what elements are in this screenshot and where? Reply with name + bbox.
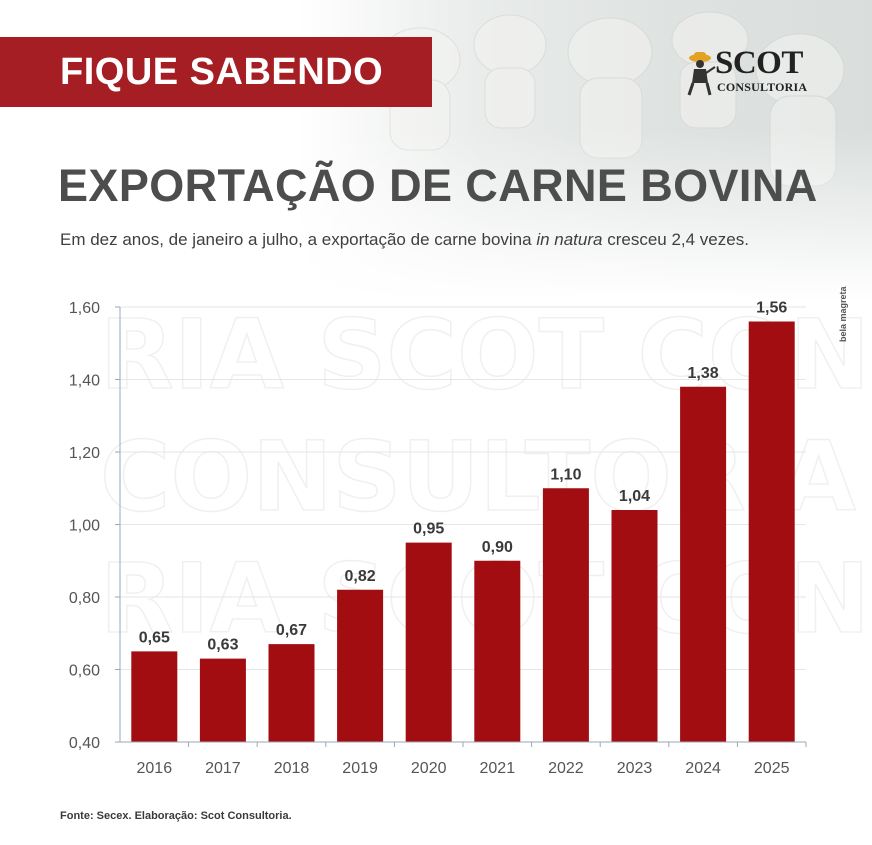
value-label-2019: 0,82 xyxy=(345,568,376,585)
banner-label: FIQUE SABENDO xyxy=(60,51,384,93)
bar-2016 xyxy=(131,651,178,742)
y-tick-label: 0,40 xyxy=(69,735,100,752)
page-subtitle: Em dez anos, de janeiro a julho, a expor… xyxy=(60,230,749,250)
source-note: Fonte: Secex. Elaboração: Scot Consultor… xyxy=(60,810,292,822)
bar-2018 xyxy=(268,644,315,742)
value-label-2023: 1,04 xyxy=(619,488,650,505)
cowboy-logo-icon xyxy=(687,52,716,96)
bar-2025 xyxy=(748,321,795,742)
y-axis: 0,40 0,60 0,80 1,00 1,20 1,40 1,60 xyxy=(69,300,121,752)
y-tick-label: 1,60 xyxy=(69,300,100,317)
bars xyxy=(131,321,795,742)
x-tick-label-2021: 2021 xyxy=(480,760,516,777)
value-label-2021: 0,90 xyxy=(482,539,513,556)
y-tick-label: 0,60 xyxy=(69,663,100,680)
bar-2017 xyxy=(199,658,246,742)
value-label-2016: 0,65 xyxy=(139,629,170,646)
value-label-2025: 1,56 xyxy=(756,300,787,317)
logo-subtitle: CONSULTORIA xyxy=(717,80,808,94)
fique-sabendo-banner: FIQUE SABENDO xyxy=(0,37,432,107)
logo-name: SCOT xyxy=(715,45,803,81)
bar-2019 xyxy=(337,589,384,742)
scot-consultoria-logo: SCOT CONSULTORIA xyxy=(686,45,816,99)
bar-2024 xyxy=(680,386,727,742)
bar-2021 xyxy=(474,560,521,742)
photo-credit: bela magreta xyxy=(838,286,848,342)
x-axis: 2016 2017 2018 2019 2020 2021 2022 2023 2024 2025 xyxy=(120,741,807,777)
watermark-text: CONSULTORIA xyxy=(100,421,856,533)
subtitle-text-end: cresceu 2,4 vezes. xyxy=(602,230,749,249)
bar-2023 xyxy=(611,510,658,742)
x-tick-label-2024: 2024 xyxy=(685,760,721,777)
value-label-2022: 1,10 xyxy=(550,466,581,483)
value-label-2020: 0,95 xyxy=(413,521,444,538)
x-tick-label-2022: 2022 xyxy=(548,760,584,777)
value-label-2018: 0,67 xyxy=(276,622,307,639)
x-tick-label-2020: 2020 xyxy=(411,760,447,777)
value-labels: 0,65 0,63 0,67 0,82 0,95 0,90 1,10 1,04 1,38 1,56 xyxy=(139,300,788,654)
y-tick-label: 1,40 xyxy=(69,373,100,390)
value-label-2017: 0,63 xyxy=(207,637,238,654)
x-tick-label-2018: 2018 xyxy=(274,760,310,777)
value-label-2024: 1,38 xyxy=(688,365,719,382)
x-tick-label-2019: 2019 xyxy=(342,760,378,777)
x-tick-label-2016: 2016 xyxy=(137,760,173,777)
x-tick-label-2025: 2025 xyxy=(754,760,790,777)
x-tick-label-2017: 2017 xyxy=(205,760,241,777)
bar-2020 xyxy=(405,542,452,742)
x-tick-label-2023: 2023 xyxy=(617,760,653,777)
subtitle-emphasis: in natura xyxy=(536,230,603,249)
page-title: EXPORTAÇÃO DE CARNE BOVINA xyxy=(58,160,818,211)
watermark-text: RIA SCOT CON xyxy=(100,299,870,411)
subtitle-text: Em dez anos, de janeiro a julho, a expor… xyxy=(60,230,537,249)
y-tick-label: 1,00 xyxy=(69,518,100,535)
bar-2022 xyxy=(542,488,589,742)
y-tick-label: 0,80 xyxy=(69,590,100,607)
y-tick-label: 1,20 xyxy=(69,445,100,462)
hero-background xyxy=(0,0,872,300)
